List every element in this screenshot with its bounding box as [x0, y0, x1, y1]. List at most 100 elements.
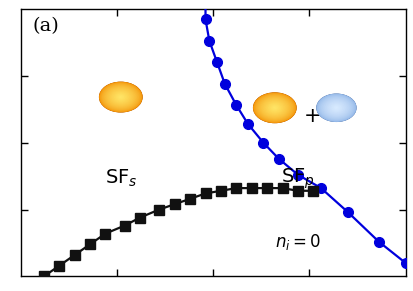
Circle shape [325, 101, 346, 115]
Circle shape [261, 99, 287, 117]
Circle shape [103, 85, 138, 109]
Circle shape [259, 97, 290, 119]
Circle shape [268, 104, 280, 112]
Circle shape [116, 94, 126, 100]
Circle shape [334, 107, 337, 109]
Circle shape [106, 87, 135, 107]
Circle shape [116, 94, 125, 100]
Circle shape [109, 89, 133, 105]
Circle shape [334, 107, 337, 109]
Circle shape [323, 99, 349, 117]
Circle shape [328, 103, 343, 113]
Circle shape [104, 86, 137, 108]
Circle shape [327, 102, 345, 114]
Circle shape [119, 96, 123, 99]
Circle shape [119, 96, 122, 98]
Circle shape [271, 106, 277, 110]
Circle shape [258, 97, 290, 119]
Circle shape [326, 101, 345, 115]
Circle shape [259, 97, 289, 118]
Circle shape [101, 83, 140, 111]
Circle shape [269, 104, 279, 111]
Circle shape [324, 100, 347, 116]
Circle shape [100, 83, 141, 111]
Circle shape [108, 88, 133, 106]
Circle shape [268, 104, 280, 112]
Circle shape [113, 92, 128, 102]
Circle shape [321, 97, 351, 118]
Circle shape [325, 101, 346, 115]
Circle shape [333, 106, 338, 110]
Circle shape [267, 103, 281, 113]
Circle shape [109, 89, 133, 105]
Circle shape [107, 88, 134, 107]
Circle shape [331, 105, 340, 111]
Circle shape [118, 95, 123, 99]
Circle shape [265, 101, 283, 114]
Circle shape [115, 93, 126, 101]
Circle shape [324, 100, 347, 116]
Circle shape [334, 107, 337, 109]
Circle shape [330, 104, 341, 111]
Circle shape [323, 99, 348, 116]
Circle shape [117, 95, 124, 100]
Circle shape [318, 96, 353, 120]
Circle shape [109, 89, 132, 105]
Circle shape [259, 97, 289, 118]
Circle shape [261, 98, 287, 117]
Circle shape [271, 105, 278, 110]
Circle shape [269, 104, 279, 111]
Circle shape [261, 99, 287, 117]
Circle shape [273, 107, 275, 109]
Circle shape [273, 107, 275, 108]
Circle shape [114, 93, 127, 102]
Circle shape [329, 103, 342, 112]
Circle shape [265, 101, 283, 114]
Circle shape [254, 93, 294, 122]
Circle shape [330, 104, 341, 111]
Text: (a): (a) [32, 17, 59, 35]
Circle shape [332, 105, 339, 111]
Circle shape [323, 99, 348, 116]
Circle shape [271, 105, 278, 110]
Circle shape [330, 104, 342, 112]
Circle shape [111, 90, 131, 104]
Circle shape [256, 95, 292, 120]
Circle shape [101, 83, 140, 111]
Circle shape [325, 100, 347, 116]
Circle shape [268, 103, 280, 112]
Circle shape [266, 102, 282, 114]
Circle shape [319, 97, 352, 119]
Circle shape [253, 93, 295, 123]
Circle shape [318, 95, 354, 120]
Circle shape [266, 102, 282, 113]
Circle shape [266, 102, 282, 113]
Circle shape [102, 84, 139, 110]
Circle shape [322, 98, 349, 117]
Circle shape [335, 107, 336, 108]
Circle shape [316, 94, 355, 121]
Circle shape [108, 88, 133, 106]
Circle shape [119, 96, 122, 98]
Circle shape [254, 94, 294, 122]
Circle shape [107, 87, 135, 107]
Circle shape [273, 107, 275, 108]
Circle shape [103, 85, 138, 109]
Circle shape [260, 98, 288, 118]
Circle shape [253, 93, 295, 123]
Circle shape [118, 95, 123, 99]
Circle shape [107, 88, 134, 107]
Circle shape [260, 98, 288, 118]
Text: $+$: $+$ [302, 106, 319, 126]
Circle shape [256, 95, 292, 120]
Circle shape [326, 101, 345, 115]
Circle shape [319, 96, 352, 120]
Circle shape [257, 96, 291, 120]
Circle shape [256, 95, 292, 120]
Text: $n_i = 0$: $n_i = 0$ [274, 232, 320, 252]
Circle shape [110, 90, 131, 104]
Circle shape [109, 89, 132, 105]
Circle shape [263, 100, 285, 115]
Circle shape [327, 102, 345, 114]
Circle shape [328, 103, 343, 113]
